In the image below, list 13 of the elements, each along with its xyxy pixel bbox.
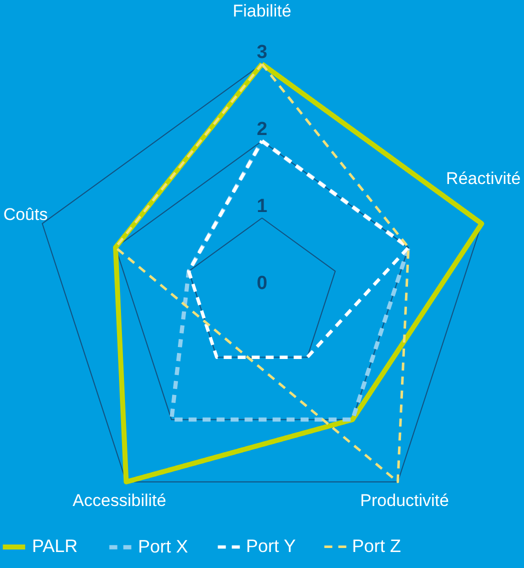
legend-label: Port X [138,536,188,556]
spoke-label: Accessibilité [72,491,166,510]
legend-label: Port Z [352,536,402,556]
spoke-label: Coûts [3,205,48,224]
spoke-label: Fiabilité [232,1,292,20]
y-tick-label: 3 [256,42,268,63]
legend-label: Port Y [246,536,296,556]
y-tick-label: 0 [256,273,268,294]
spoke-label: Réactivité [446,169,521,188]
spoke-label: Productivité [360,491,449,510]
y-tick-label: 2 [256,119,268,140]
y-tick-label: 1 [256,196,268,217]
legend-label: PALR [32,536,78,556]
